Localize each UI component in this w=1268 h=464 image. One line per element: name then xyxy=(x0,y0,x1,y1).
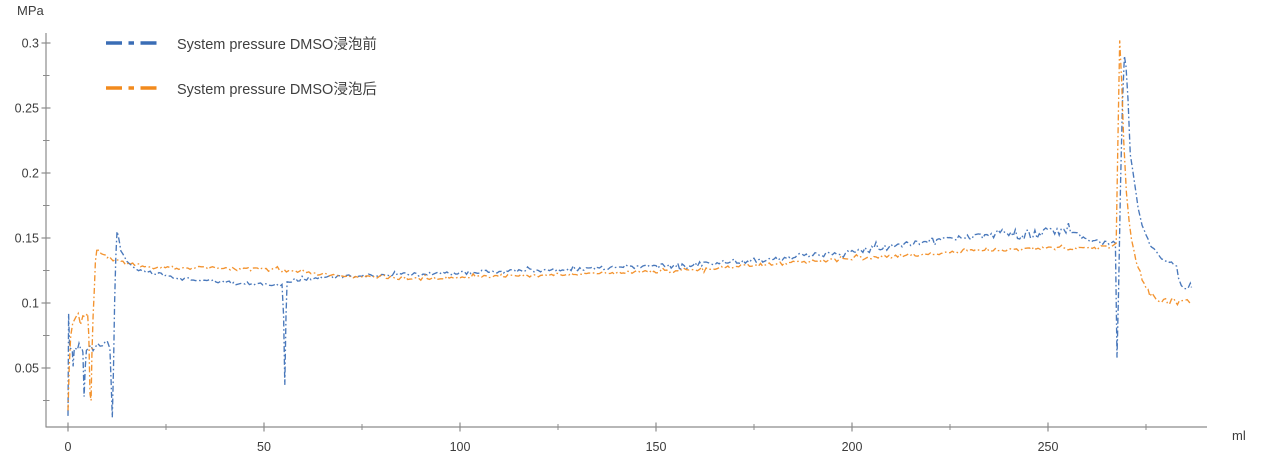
svg-text:0.15: 0.15 xyxy=(15,232,39,246)
y-axis-unit-label: MPa xyxy=(17,3,44,18)
legend: System pressure DMSO浸泡前 System pressure … xyxy=(105,33,377,98)
svg-text:100: 100 xyxy=(450,440,471,454)
svg-text:0: 0 xyxy=(65,440,72,454)
x-axis-unit-label: ml xyxy=(1232,428,1246,443)
legend-item-dmso-after: System pressure DMSO浸泡后 xyxy=(105,78,377,98)
legend-label-dmso-after: System pressure DMSO浸泡后 xyxy=(177,81,377,98)
svg-text:0.3: 0.3 xyxy=(22,37,39,51)
legend-item-dmso-before: System pressure DMSO浸泡前 xyxy=(105,33,377,53)
svg-text:150: 150 xyxy=(646,440,667,454)
svg-text:0.25: 0.25 xyxy=(15,102,39,116)
legend-label-dmso-before: System pressure DMSO浸泡前 xyxy=(177,36,377,53)
legend-dashdot-line-orange-icon xyxy=(106,86,162,90)
svg-text:0.05: 0.05 xyxy=(15,362,39,376)
svg-text:0.2: 0.2 xyxy=(22,167,39,181)
svg-text:0.1: 0.1 xyxy=(22,297,39,311)
legend-dashdot-line-blue-icon xyxy=(106,41,162,45)
svg-text:50: 50 xyxy=(257,440,271,454)
svg-text:250: 250 xyxy=(1038,440,1059,454)
svg-text:200: 200 xyxy=(842,440,863,454)
